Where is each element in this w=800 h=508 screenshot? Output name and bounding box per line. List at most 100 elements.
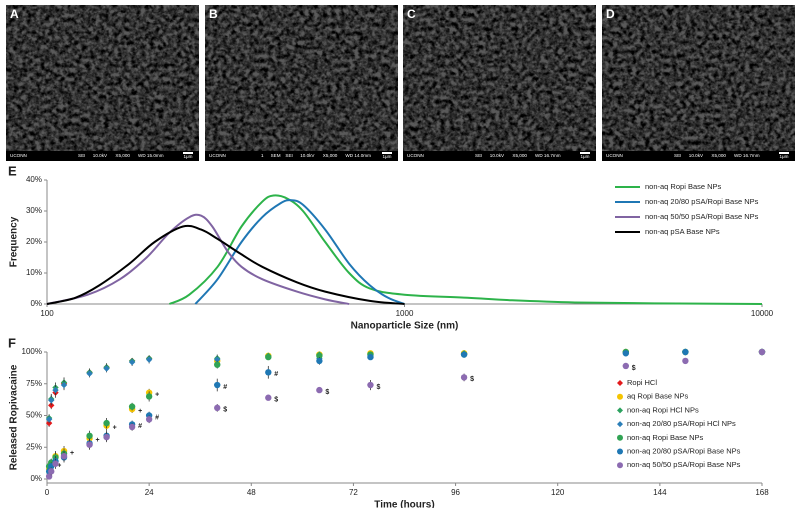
panel-label: E xyxy=(8,163,17,178)
sem-texture xyxy=(205,5,398,161)
point xyxy=(45,416,53,423)
point xyxy=(52,460,59,467)
legend-swatch xyxy=(617,393,623,400)
point xyxy=(265,369,272,376)
y-tick-label: 75% xyxy=(26,379,42,388)
point xyxy=(145,416,153,423)
legend-label: non-aq 50/50 pSA/Ropi Base NPs xyxy=(645,212,759,221)
point-label: $ xyxy=(470,376,474,383)
scale-text: 1μm xyxy=(382,154,391,159)
info-text: 10.0kV xyxy=(689,153,704,158)
info-text: UCONN xyxy=(209,153,226,158)
point xyxy=(265,353,272,361)
legend-label: Ropi HCl xyxy=(627,378,657,387)
y-axis-title: Released Ropivacaine xyxy=(9,364,20,470)
info-text: SEI xyxy=(285,153,292,158)
scale-bar xyxy=(382,152,392,154)
point-label: # xyxy=(223,384,227,391)
info-text: SEI xyxy=(674,153,681,158)
info-text: X5,000 xyxy=(115,153,130,158)
series-line xyxy=(46,224,405,305)
point xyxy=(52,386,59,394)
point xyxy=(48,468,55,475)
point xyxy=(265,394,272,401)
info-text: SEI xyxy=(78,153,85,158)
point-label: + xyxy=(70,450,74,457)
point xyxy=(103,365,110,372)
info-text: X5,000 xyxy=(711,153,726,158)
point xyxy=(145,356,153,363)
x-tick-label: 168 xyxy=(755,488,769,497)
point xyxy=(86,432,93,440)
point xyxy=(367,381,374,389)
point xyxy=(460,351,468,358)
point xyxy=(316,352,323,360)
x-axis-title: Nanoparticle Size (nm) xyxy=(351,321,459,332)
y-tick-label: 25% xyxy=(26,442,42,451)
info-text: UCONN xyxy=(606,153,623,158)
point-label: $ xyxy=(223,407,227,414)
x-tick-label: 144 xyxy=(653,488,667,497)
legend-label: non-aq pSA Base NPs xyxy=(645,227,720,236)
point xyxy=(682,357,689,365)
info-text: 10.0kV xyxy=(300,153,315,158)
series-line xyxy=(46,213,350,305)
point xyxy=(128,358,136,366)
point xyxy=(622,350,630,357)
info-text: SEI xyxy=(475,153,482,158)
legend-label: non-aq 20/80 pSA/Ropi Base NPs xyxy=(645,197,759,206)
x-axis-title: Time (hours) xyxy=(374,500,434,508)
x-tick-label: 120 xyxy=(551,488,565,497)
legend-label: non-aq 20/80 pSA/Ropi HCl NPs xyxy=(627,419,736,428)
series-line xyxy=(168,194,763,305)
point xyxy=(60,381,68,389)
point-label: $ xyxy=(376,384,380,391)
sem-texture xyxy=(602,5,795,161)
point-label: # xyxy=(274,371,278,378)
x-tick-label: 48 xyxy=(247,488,256,497)
series-line xyxy=(194,199,405,305)
sem-texture xyxy=(403,5,596,161)
point-label: + xyxy=(57,463,61,470)
y-tick-label: 100% xyxy=(22,347,42,356)
point xyxy=(214,381,221,389)
y-tick-label: 20% xyxy=(26,237,42,246)
point xyxy=(316,357,323,365)
point xyxy=(682,348,689,356)
info-bar xyxy=(403,151,596,161)
legend-swatch xyxy=(617,462,623,469)
legend-swatch xyxy=(617,407,623,414)
point xyxy=(45,473,53,480)
x-tick-label: 72 xyxy=(349,488,358,497)
point xyxy=(622,362,630,370)
x-tick-label: 1000 xyxy=(396,309,414,318)
point-label: # xyxy=(138,423,142,430)
info-text: UCONN xyxy=(10,153,27,158)
legend-label: non-aq Ropi HCl NPs xyxy=(627,405,699,414)
y-tick-label: 0% xyxy=(30,474,42,483)
point xyxy=(367,353,374,361)
x-tick-label: 10000 xyxy=(751,309,774,318)
point xyxy=(460,374,468,381)
point-label: + xyxy=(155,391,159,398)
point-label: # xyxy=(155,414,159,421)
info-text: WD 15.0mm xyxy=(138,153,164,158)
info-text: WD 16.7mm xyxy=(734,153,760,158)
point xyxy=(214,404,221,412)
legend-swatch xyxy=(617,434,623,441)
y-tick-label: 30% xyxy=(26,206,42,215)
x-tick-label: 24 xyxy=(145,488,154,497)
point xyxy=(103,433,110,441)
y-tick-label: 40% xyxy=(26,175,42,184)
legend-label: non-aq Ropi Base NPs xyxy=(645,182,722,191)
point-label: + xyxy=(113,425,117,432)
scale-text: 1μm xyxy=(779,154,788,159)
info-text: 1 xyxy=(261,153,264,158)
sem-texture xyxy=(6,5,199,161)
x-tick-label: 100 xyxy=(40,309,54,318)
info-text: WD 16.7mm xyxy=(535,153,561,158)
point xyxy=(316,386,323,394)
scale-text: 1μm xyxy=(183,154,192,159)
legend-label: aq Ropi Base NPs xyxy=(627,392,689,401)
